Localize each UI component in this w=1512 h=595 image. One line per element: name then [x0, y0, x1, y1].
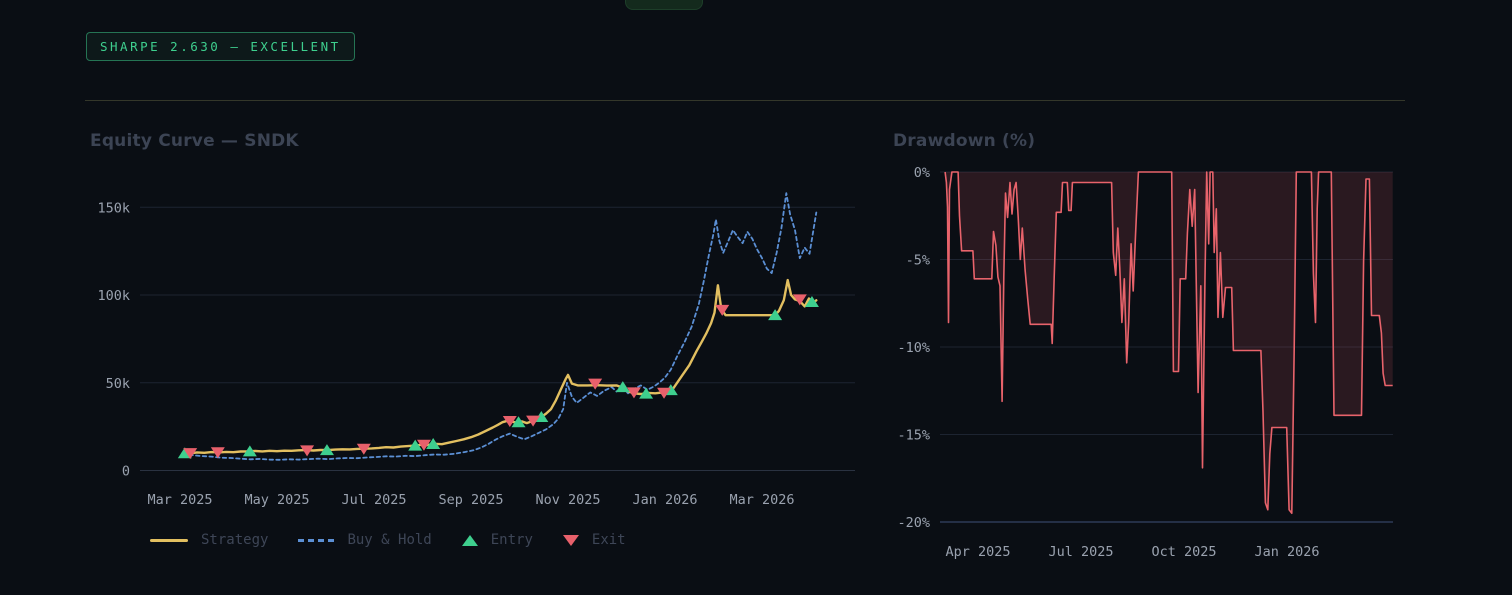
- entry-triangle-icon: [461, 534, 478, 546]
- drawdown-y-tick-label: -10%: [897, 340, 930, 356]
- equity-x-tick-label: Sep 2025: [438, 492, 503, 508]
- drawdown-line: [944, 171, 1393, 515]
- entry-marker: [319, 444, 334, 456]
- drawdown-x-tick-label: Jan 2026: [1254, 544, 1319, 560]
- strategy-line-swatch: [150, 538, 188, 542]
- buy-hold-dashed-swatch: [298, 538, 335, 542]
- legend-label-entry: Entry: [490, 532, 533, 548]
- equity-y-tick-label: 50k: [106, 376, 130, 392]
- drawdown-x-tick-label: Oct 2025: [1151, 544, 1216, 560]
- legend-label-strategy: Strategy: [201, 532, 269, 548]
- drawdown-x-tick-label: Apr 2025: [946, 544, 1011, 560]
- exit-marker: [657, 387, 672, 399]
- exit-marker: [626, 387, 641, 399]
- legend-label-exit: Exit: [591, 532, 626, 548]
- entry-marker: [804, 296, 819, 308]
- legend-label-buy-hold: Buy & Hold: [347, 532, 432, 548]
- equity-x-tick-label: Jan 2026: [632, 492, 697, 508]
- equity-x-tick-label: May 2025: [244, 492, 309, 508]
- entry-marker: [534, 410, 549, 422]
- equity-y-tick-label: 0: [122, 464, 130, 480]
- equity-x-tick-label: Mar 2025: [147, 492, 212, 508]
- exit-marker: [356, 443, 371, 455]
- exit-marker: [210, 447, 225, 459]
- entry-marker: [511, 416, 526, 428]
- drawdown-y-tick-label: -20%: [897, 515, 930, 531]
- entry-marker: [408, 439, 423, 451]
- equity-x-tick-label: Nov 2025: [535, 492, 600, 508]
- exit-triangle-icon: [562, 534, 579, 546]
- drawdown-chart: 0% -5% -10% -15% -20% Apr 2025 Jul 2025 Oct 202…: [897, 165, 1393, 560]
- exit-marker: [792, 294, 807, 306]
- exit-marker: [502, 416, 517, 428]
- exit-marker: [526, 415, 541, 427]
- exit-marker: [300, 445, 315, 457]
- entry-marker: [615, 381, 630, 393]
- exit-marker: [715, 304, 730, 316]
- entry-marker: [768, 309, 783, 321]
- entry-marker: [639, 387, 654, 399]
- entry-marker: [242, 445, 257, 457]
- exit-marker: [183, 448, 198, 460]
- drawdown-y-tick-label: -5%: [906, 253, 930, 269]
- equity-y-tick-label: 100k: [97, 288, 130, 304]
- drawdown-area: [945, 172, 1393, 514]
- exit-marker: [588, 378, 603, 390]
- sharpe-badge: SHARPE 2.630 — EXCELLENT: [86, 32, 355, 61]
- drawdown-y-tick-label: -15%: [897, 428, 930, 444]
- equity-x-tick-label: Jul 2025: [341, 492, 406, 508]
- legend-item-strategy[interactable]: Strategy: [150, 532, 268, 548]
- equity-x-tick-label: Mar 2026: [729, 492, 794, 508]
- equity-chart: 0 50k 100k 150k Mar 2025 May 2025 Jul 2025 Sep …: [97, 192, 855, 508]
- legend-item-exit[interactable]: Exit: [562, 532, 626, 548]
- drawdown-x-tick-label: Jul 2025: [1049, 544, 1114, 560]
- header-divider: [85, 100, 1405, 101]
- entry-marker: [426, 437, 441, 449]
- exit-marker: [416, 439, 431, 451]
- equity-chart-title: Equity Curve — SNDK: [90, 131, 299, 151]
- legend-item-entry[interactable]: Entry: [461, 532, 533, 548]
- equity-y-tick-label: 150k: [97, 200, 130, 216]
- drawdown-chart-title: Drawdown (%): [893, 131, 1036, 151]
- strategy-line: [181, 278, 818, 455]
- equity-legend: Strategy Buy & Hold Entry Exit: [150, 532, 626, 548]
- legend-item-buy-hold[interactable]: Buy & Hold: [298, 532, 432, 548]
- buy-hold-line: [181, 192, 818, 461]
- drawdown-y-tick-label: 0%: [914, 165, 930, 181]
